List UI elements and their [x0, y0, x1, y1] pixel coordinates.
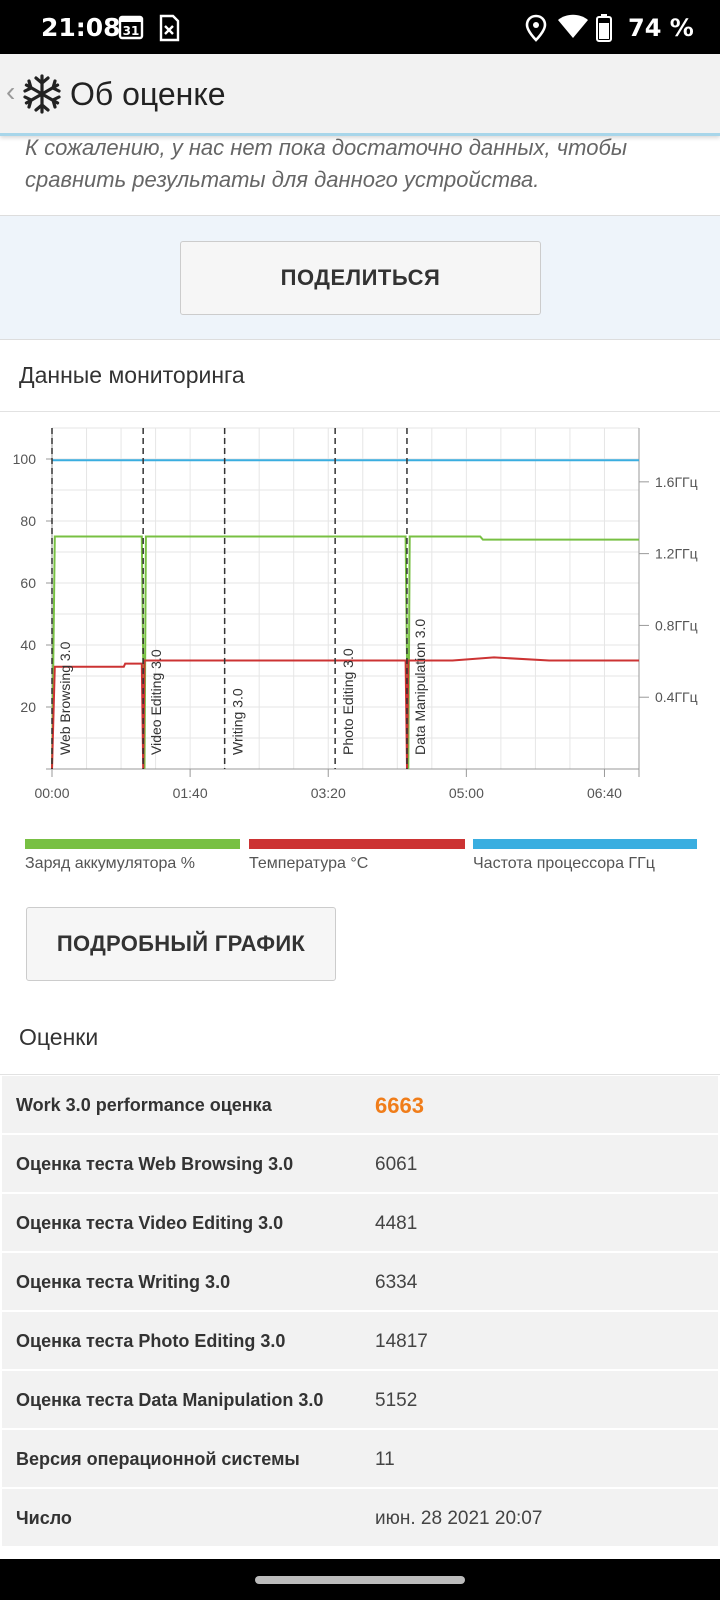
score-row: Work 3.0 performance оценка 6663 — [2, 1076, 718, 1135]
score-label: Версия операционной системы — [16, 1449, 300, 1469]
series-line-0 — [51, 535, 639, 770]
test-marker-label: Writing 3.0 — [230, 688, 246, 755]
snowflake-icon[interactable] — [22, 74, 62, 119]
monitoring-title: Данные мониторинга — [19, 362, 245, 388]
home-gesture-handle[interactable] — [255, 1576, 465, 1584]
info-card: К сожалению, у нас нет пока достаточно д… — [0, 136, 720, 216]
score-label: Оценка теста Web Browsing 3.0 — [16, 1154, 294, 1174]
info-text: К сожалению, у нас нет пока достаточно д… — [25, 136, 628, 192]
score-row: Оценка теста Data Manipulation 3.0 5152 — [2, 1371, 718, 1430]
scores-table: Work 3.0 performance оценка 6663 Оценка те… — [2, 1076, 718, 1548]
y-tick-label: 40 — [20, 637, 36, 653]
score-row: Версия операционной системы 11 — [2, 1430, 718, 1489]
y-tick-label: 80 — [20, 513, 36, 529]
status-time: 21:08 — [41, 13, 121, 42]
divider — [0, 411, 720, 412]
score-row: Оценка теста Video Editing 3.0 4481 — [2, 1194, 718, 1253]
score-value: 14817 — [375, 1331, 428, 1352]
score-label: Число — [16, 1508, 72, 1528]
score-value: 6334 — [375, 1272, 418, 1293]
test-marker-label: Photo Editing 3.0 — [340, 648, 356, 755]
detailed-chart-button[interactable]: ПОДРОБНЫЙ ГРАФИК — [26, 907, 336, 981]
legend-label-battery: Заряд аккумулятора % — [25, 855, 195, 872]
score-value: 6663 — [375, 1093, 424, 1118]
score-label: Оценка теста Photo Editing 3.0 — [16, 1331, 286, 1351]
y2-tick-label: 0.4ГГц — [655, 689, 698, 705]
x-tick-label: 00:00 — [34, 785, 69, 801]
score-row: Число июн. 28 2021 20:07 — [2, 1489, 718, 1548]
y-tick-label: 60 — [20, 575, 36, 591]
app-bar: ‹ Об оценке — [0, 54, 720, 136]
test-marker-label: Data Manipulation 3.0 — [412, 619, 428, 755]
y-tick-label: 100 — [13, 451, 37, 467]
series-line-1 — [51, 656, 639, 770]
score-value: 11 — [375, 1449, 395, 1470]
legend-label-cpu: Частота процессора ГГц — [473, 855, 655, 872]
y2-tick-label: 1.6ГГц — [655, 474, 698, 490]
y2-tick-label: 0.8ГГц — [655, 617, 698, 633]
scores-title: Оценки — [19, 1024, 99, 1050]
battery-icon — [596, 14, 612, 47]
score-label: Оценка теста Data Manipulation 3.0 — [16, 1390, 324, 1410]
wifi-icon — [558, 14, 588, 45]
page-title: Об оценке — [70, 76, 226, 112]
score-value: июн. 28 2021 20:07 — [375, 1508, 543, 1529]
score-row: Оценка теста Web Browsing 3.0 6061 — [2, 1135, 718, 1194]
calendar-day: 31 — [123, 24, 140, 38]
monitoring-card: Данные мониторинга 20 40 60 80 100 0.4ГГц 0.8Г… — [0, 339, 720, 1559]
score-value: 5152 — [375, 1390, 418, 1411]
x-tick-label: 06:40 — [587, 785, 622, 801]
legend-swatch-cpu — [473, 839, 697, 849]
location-icon — [525, 14, 547, 47]
sim-icon — [158, 14, 180, 47]
back-icon[interactable]: ‹ — [6, 76, 16, 107]
navigation-bar — [0, 1559, 720, 1600]
x-tick-label: 05:00 — [449, 785, 484, 801]
x-tick-label: 01:40 — [173, 785, 208, 801]
share-button[interactable]: ПОДЕЛИТЬСЯ — [180, 241, 541, 315]
monitoring-chart[interactable]: 20 40 60 80 100 0.4ГГц 0.8ГГц 1.2ГГц 1.6ГГц 00:00… — [0, 412, 720, 812]
y2-tick-label: 1.2ГГц — [655, 546, 698, 562]
score-label: Оценка теста Video Editing 3.0 — [16, 1213, 284, 1233]
score-value: 6061 — [375, 1154, 418, 1175]
calendar-icon: 31 — [118, 14, 144, 45]
score-label: Work 3.0 performance оценка — [16, 1095, 272, 1115]
x-tick-label: 03:20 — [311, 785, 346, 801]
test-marker-label: Video Editing 3.0 — [148, 649, 164, 755]
y-tick-label: 20 — [20, 699, 36, 715]
score-row: Оценка теста Writing 3.0 6334 — [2, 1253, 718, 1312]
divider — [0, 1074, 720, 1075]
score-value: 4481 — [375, 1213, 418, 1234]
score-label: Оценка теста Writing 3.0 — [16, 1272, 231, 1292]
legend-swatch-temperature — [249, 839, 465, 849]
battery-percent: 74 % — [628, 14, 694, 42]
legend-label-temperature: Температура °C — [249, 855, 369, 872]
score-row: Оценка теста Photo Editing 3.0 14817 — [2, 1312, 718, 1371]
status-bar: 21:08 31 74 % — [0, 0, 720, 54]
test-marker-label: Web Browsing 3.0 — [57, 641, 73, 755]
legend-swatch-battery — [25, 839, 240, 849]
